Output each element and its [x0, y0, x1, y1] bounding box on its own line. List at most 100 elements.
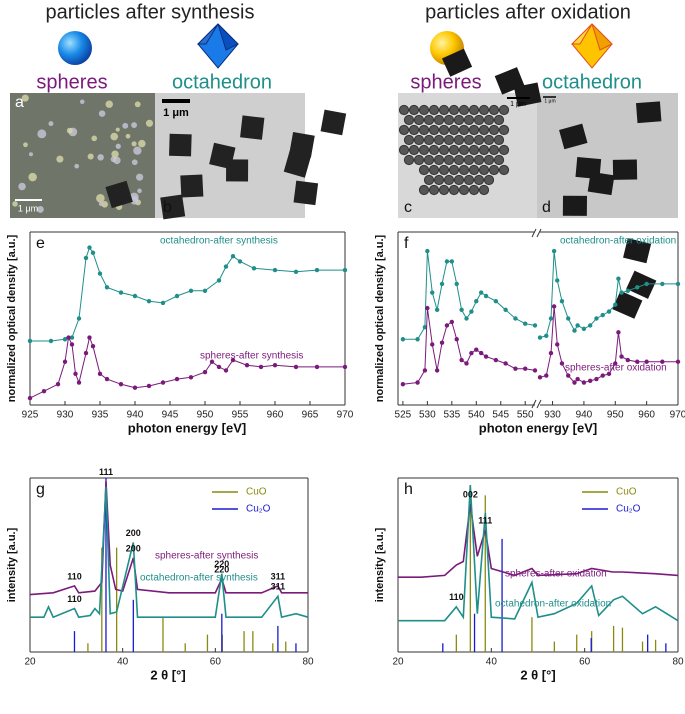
particle [18, 182, 26, 191]
data-point [146, 299, 152, 304]
data-point [400, 382, 406, 387]
particle [131, 159, 138, 166]
data-point [474, 347, 479, 352]
particle [413, 134, 425, 146]
particle [408, 124, 420, 136]
particle [443, 114, 455, 126]
data-point [572, 380, 577, 385]
x-tick-label: 935 [92, 410, 109, 421]
particle [483, 114, 495, 126]
data-point [434, 368, 440, 373]
particle [463, 174, 475, 186]
data-point [548, 350, 554, 356]
data-point [537, 375, 543, 380]
particle [160, 194, 186, 220]
data-point [27, 338, 33, 344]
data-point [66, 335, 71, 340]
data-point [174, 376, 180, 382]
data-point [478, 290, 484, 295]
octahedron-icon [196, 23, 239, 69]
particle [458, 124, 470, 136]
data-point [400, 337, 406, 342]
data-point [104, 376, 110, 382]
x-tick-label: 535 [443, 410, 460, 421]
particle [453, 134, 465, 146]
data-point [251, 266, 257, 271]
data-point [464, 361, 469, 366]
particle [320, 109, 347, 136]
x-tick-label: 80 [302, 657, 314, 668]
particle [28, 172, 37, 182]
peak-label: 311 [271, 582, 286, 592]
data-point [532, 368, 538, 373]
particle [473, 114, 485, 126]
particle [403, 154, 415, 166]
particle [145, 119, 154, 127]
particle [36, 205, 44, 213]
x-tick-label: 60 [579, 657, 591, 668]
data-point [425, 305, 430, 311]
x-axis-label: 2 θ [°] [520, 667, 555, 682]
particle [169, 133, 192, 157]
data-point [118, 290, 124, 295]
data-point [635, 285, 640, 290]
particle [398, 104, 410, 116]
particle [463, 154, 475, 166]
data-point [581, 380, 587, 385]
peak-label: 200 [126, 528, 141, 538]
particle [66, 127, 73, 134]
header: particles after oxidation [425, 1, 631, 23]
particle [423, 114, 435, 126]
peak-label: 110 [67, 571, 82, 581]
x-tick-label: 40 [117, 657, 129, 668]
x-tick-label: 950 [197, 410, 214, 421]
particle [131, 122, 138, 128]
particle [398, 144, 410, 156]
data-line [539, 250, 678, 338]
peak-label: 220 [214, 564, 229, 574]
particle [443, 134, 455, 146]
data-point [415, 380, 420, 385]
data-point [272, 267, 278, 273]
data-point [606, 371, 612, 377]
x-axis-label: photon energy [eV] [479, 420, 597, 435]
series-label: spheres-after oxidation [505, 569, 607, 580]
data-point [202, 369, 208, 375]
data-point [625, 357, 631, 363]
data-point [132, 293, 138, 299]
x-tick-label: 80 [672, 657, 684, 668]
data-point [55, 382, 61, 387]
x-tick-label: 545 [492, 410, 509, 421]
particle [293, 180, 319, 206]
particle [458, 164, 470, 176]
data-point [544, 333, 549, 338]
y-axis-label: normalized optical density [a.u.] [6, 234, 18, 402]
particle [468, 144, 480, 156]
data-point [616, 276, 621, 281]
data-point [660, 359, 665, 364]
particle [418, 164, 430, 176]
data-point [258, 364, 264, 370]
data-point [62, 359, 68, 364]
panel-letter: g [36, 481, 45, 498]
shape-label: spheres [36, 71, 107, 93]
data-point [230, 357, 236, 363]
data-point [90, 250, 96, 255]
particle [488, 124, 500, 136]
particle [23, 142, 28, 148]
series-label: spheres-after oxidation [565, 363, 667, 374]
data-point [478, 350, 484, 356]
particle [498, 164, 510, 176]
x-tick-label: 940 [576, 410, 593, 421]
data-point [174, 293, 180, 299]
particle [125, 133, 131, 139]
data-line [402, 250, 536, 340]
data-point [449, 259, 455, 264]
data-point [660, 281, 665, 287]
data-point [587, 323, 593, 328]
x-tick-label: 940 [127, 410, 144, 421]
data-point [444, 323, 450, 328]
data-point [73, 371, 78, 377]
x-tick-label: 530 [419, 410, 436, 421]
legend-label: Cu₂O [616, 504, 641, 515]
